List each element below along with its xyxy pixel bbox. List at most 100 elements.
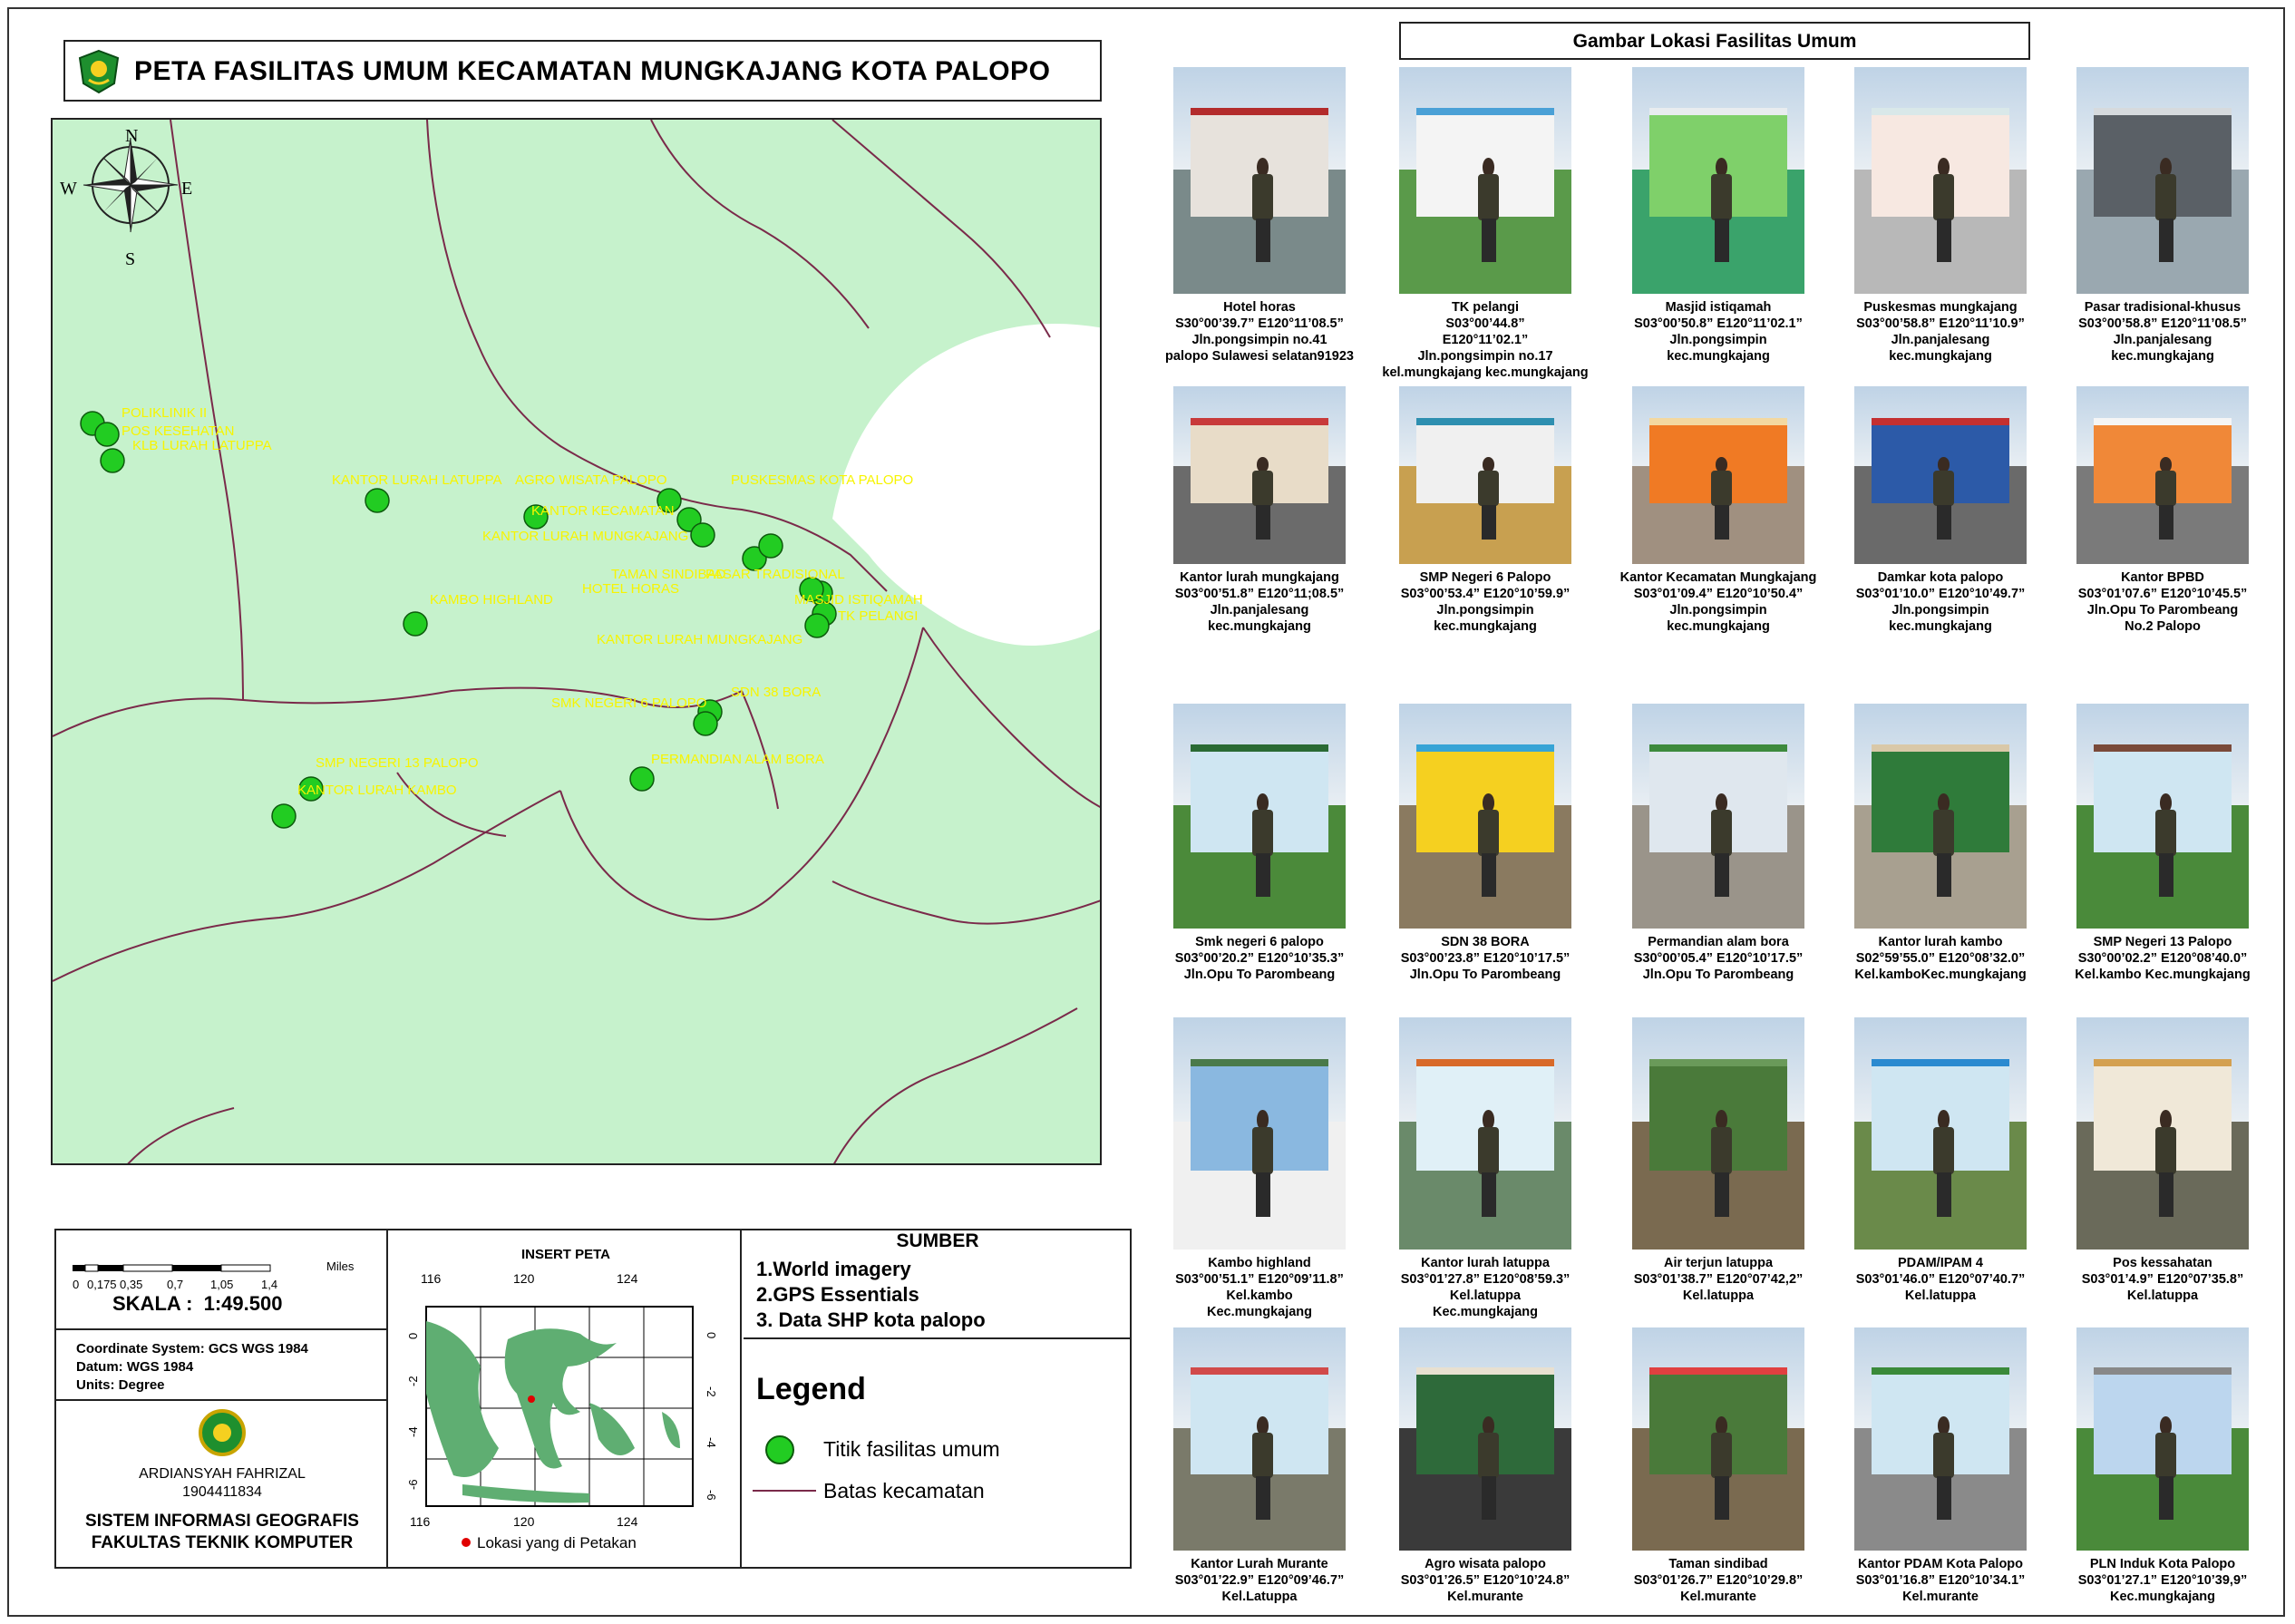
faculty: FAKULTAS TEKNIK KOMPUTER (91, 1533, 354, 1552)
compass-s: S (125, 249, 135, 269)
caption-line: PDAM/IPAM 4 (1897, 1256, 1983, 1270)
inset-title: INSERT PETA (520, 1247, 611, 1262)
facility-photo[interactable] (1173, 386, 1346, 564)
facility-photo[interactable] (2076, 1327, 2249, 1551)
facility-photo[interactable] (2076, 386, 2249, 564)
photo-caption: Smk negeri 6 palopo S03°00’20.2” E120°10’… (1175, 934, 1345, 983)
facility-photo[interactable] (1173, 1017, 1346, 1250)
facility-point[interactable] (271, 803, 297, 829)
caption-line: Jln.Opu To Parombeang (2086, 603, 2239, 618)
caption-line: Kel.murante (1447, 1590, 1523, 1604)
facility-photo[interactable] (1854, 67, 2027, 294)
caption-line: Jln.panjalesang (1891, 333, 1990, 347)
facility-label: PASAR TRADISIONAL (705, 567, 845, 582)
facility-point[interactable] (298, 776, 324, 802)
facility-point[interactable] (804, 613, 830, 638)
person-icon (1478, 1110, 1500, 1218)
photo-caption: Puskesmas mungkajang S03°00’58.8” E120°11… (1856, 299, 2025, 365)
facility-point[interactable] (365, 488, 390, 513)
photo-caption: Damkar kota palopo S03°01’10.0” E120°10’4… (1856, 569, 2026, 635)
photo-caption: Permandian alam bora S30°00’05.4” E120°10… (1634, 934, 1804, 983)
photos-title: Gambar Lokasi Fasilitas Umum (1399, 22, 2030, 60)
scale-bar: 0 0,175 0,35 0,7 1,05 1,4 Miles (73, 1259, 355, 1291)
caption-line: S03°01’09.4” E120°10’50.4” (1633, 587, 1804, 601)
facility-photo[interactable] (1632, 1327, 1804, 1551)
caption-line: kec.mungkajang (1667, 349, 1770, 364)
caption-line: SMP Negeri 13 Palopo (2093, 935, 2232, 949)
facility-point[interactable] (100, 448, 125, 473)
facility-point[interactable] (693, 711, 718, 736)
scale-info-column: 0 0,175 0,35 0,7 1,05 1,4 Miles SKALA : … (56, 1230, 388, 1567)
facility-label: KANTOR LURAH LATUPPA (332, 472, 502, 488)
facility-photo[interactable] (1632, 704, 1804, 929)
facility-photo[interactable] (1854, 1017, 2027, 1250)
caption-line: Agro wisata palopo (1425, 1557, 1546, 1571)
facility-photo[interactable] (1854, 1327, 2027, 1551)
facility-point[interactable] (629, 766, 655, 792)
palopo-emblem-icon (78, 49, 120, 94)
facility-photo[interactable] (1854, 704, 2027, 929)
facility-photo[interactable] (1632, 67, 1804, 294)
photo-caption: PLN Induk Kota Palopo S03°01’27.1” E120°1… (2078, 1556, 2248, 1605)
facility-point[interactable] (523, 504, 549, 530)
facility-point[interactable] (758, 533, 783, 559)
caption-line: Kec.mungkajang (2109, 1590, 2216, 1604)
facility-photo[interactable] (1399, 1017, 1571, 1250)
map-title-box: PETA FASILITAS UMUM KECAMATAN MUNGKAJANG… (63, 40, 1102, 102)
caption-line: S03°01’4.9” E120°07’35.8” (2081, 1272, 2244, 1287)
legend-title: Legend (756, 1372, 866, 1406)
island (977, 442, 1008, 482)
facility-point[interactable] (656, 488, 682, 513)
info-panel: 0 0,175 0,35 0,7 1,05 1,4 Miles SKALA : … (54, 1229, 1132, 1569)
map-title: PETA FASILITAS UMUM KECAMATAN MUNGKAJANG… (134, 56, 1051, 86)
caption-line: Jln.panjalesang (1210, 603, 1309, 618)
facility-label: TK PELANGI (838, 608, 919, 624)
caption-line: Jln.Opu To Parombeang (1183, 968, 1336, 982)
person-icon (1933, 158, 1955, 262)
facility-point[interactable] (94, 422, 120, 447)
facility-photo[interactable] (1173, 1327, 1346, 1551)
caption-line: Jln.pongsimpin (1891, 603, 1989, 618)
caption-line: Jln.pongsimpin (1669, 603, 1767, 618)
caption-line: Kantor PDAM Kota Palopo (1857, 1557, 2024, 1571)
caption-line: Jln.Opu To Parombeang (1642, 968, 1794, 982)
facility-photo[interactable] (1173, 67, 1346, 294)
facility-point[interactable] (799, 577, 824, 602)
facility-photo[interactable] (1399, 67, 1571, 294)
department: SISTEM INFORMASI GEOGRAFIS (85, 1512, 359, 1531)
facility-point[interactable] (403, 611, 428, 637)
caption-line: PLN Induk Kota Palopo (2089, 1557, 2236, 1571)
sumber-item-2: 2.GPS Essentials (756, 1283, 919, 1306)
person-icon (1933, 793, 1955, 898)
facility-photo[interactable] (2076, 704, 2249, 929)
facility-photo[interactable] (1173, 704, 1346, 929)
facility-label: SDN 38 BORA (731, 685, 822, 700)
photo-caption: Pos kessahatan S03°01’4.9” E120°07’35.8” K… (2082, 1255, 2243, 1304)
facility-photo[interactable] (1632, 1017, 1804, 1250)
facility-label: POS KESEHATAN (122, 423, 235, 439)
photo-caption: Kantor lurah kambo S02°59’55.0” E120°08’3… (1854, 934, 2026, 983)
facility-photo[interactable] (1854, 386, 2027, 564)
main-map[interactable]: N S E W POLIKLINIK II POS KESEHATAN KLB LU… (51, 118, 1102, 1165)
facility-photo[interactable] (2076, 67, 2249, 294)
facility-point[interactable] (690, 522, 715, 548)
facility-photo[interactable] (1399, 386, 1571, 564)
facility-photo[interactable] (1632, 386, 1804, 564)
facility-photo[interactable] (1399, 704, 1571, 929)
caption-line: S03°00’53.4” E120°10’59.9” (1400, 587, 1571, 601)
sumber-item-1: 1.World imagery (756, 1258, 911, 1280)
caption-line: Kantor Lurah Murante (1191, 1557, 1328, 1571)
facility-label: SMK NEGERI 6 PALOPO (551, 695, 707, 711)
facility-photo[interactable] (1399, 1327, 1571, 1551)
svg-text:Lokasi yang di Petakan: Lokasi yang di Petakan (477, 1534, 637, 1551)
person-icon (1478, 457, 1500, 540)
caption-line: palopo Sulawesi selatan91923 (1165, 349, 1354, 364)
caption-line: S03°00’58.8” E120°11’10.9” (1856, 316, 2025, 331)
facility-label: KANTOR LURAH MUNGKAJANG (597, 632, 803, 647)
facility-photo[interactable] (2076, 1017, 2249, 1250)
caption-line: S03°01’27.1” E120°10’39,9” (2077, 1573, 2248, 1588)
person-icon (1252, 1110, 1274, 1218)
caption-line: kec.mungkajang (1208, 619, 1311, 634)
person-icon (2155, 1416, 2177, 1520)
compass-n: N (125, 126, 138, 146)
